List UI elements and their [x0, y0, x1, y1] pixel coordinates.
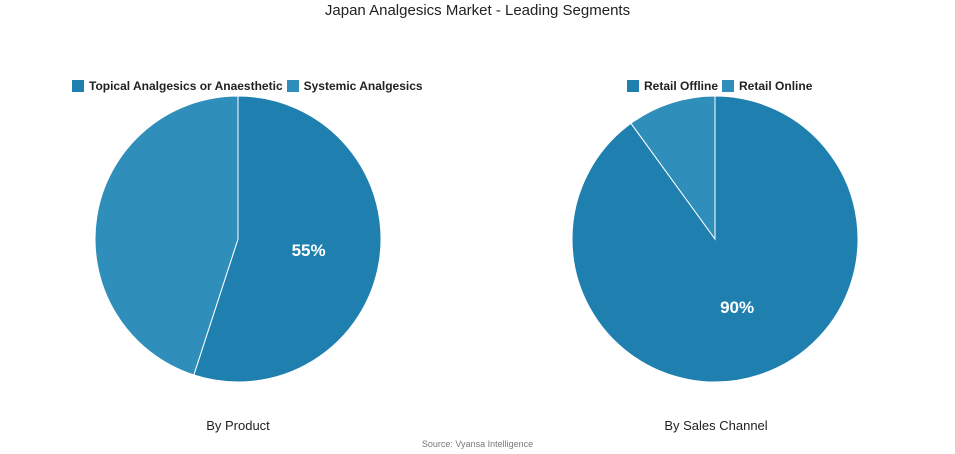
chart-title: Japan Analgesics Market - Leading Segmen…	[324, 2, 631, 19]
pie-slice-topical-analgesics-or-anaesthetic	[193, 95, 382, 383]
legend-swatch-topical	[72, 80, 84, 92]
legend-swatch-retail-offline	[627, 80, 639, 92]
legend-sales-channel: Retail Offline Retail Online	[627, 79, 816, 93]
legend-item-retail-offline: Retail Offline	[627, 79, 718, 93]
legend-item-retail-online: Retail Online	[722, 79, 812, 93]
legend-label-retail-offline: Retail Offline	[644, 79, 719, 93]
legend-item-topical: Topical Analgesics or Anaesthetic	[72, 79, 283, 93]
legend-swatch-systemic	[286, 80, 299, 92]
source-note: Source: Vyansa Intelligence	[421, 439, 534, 449]
pie-chart-sales-channel: 90%	[571, 95, 859, 383]
legend-label-systemic: Systemic Analgesics	[303, 79, 423, 93]
caption-sales-channel: By Sales Channel	[664, 418, 768, 433]
pie-chart-product: 55%	[94, 95, 382, 383]
legend-swatch-retail-online	[722, 80, 735, 92]
pie-data-label: 90%	[720, 298, 754, 317]
pie-slice-systemic-analgesics	[94, 95, 239, 376]
pie-slice-retail-online	[630, 95, 716, 241]
legend-item-systemic: Systemic Analgesics	[286, 79, 423, 93]
caption-product: By Product	[206, 418, 270, 433]
legend-label-retail-online: Retail Online	[739, 79, 813, 93]
legend-product: Topical Analgesics or Anaesthetic System…	[72, 79, 427, 93]
legend-label-topical: Topical Analgesics or Anaesthetic	[89, 79, 283, 93]
pie-data-label: 55%	[292, 241, 326, 260]
